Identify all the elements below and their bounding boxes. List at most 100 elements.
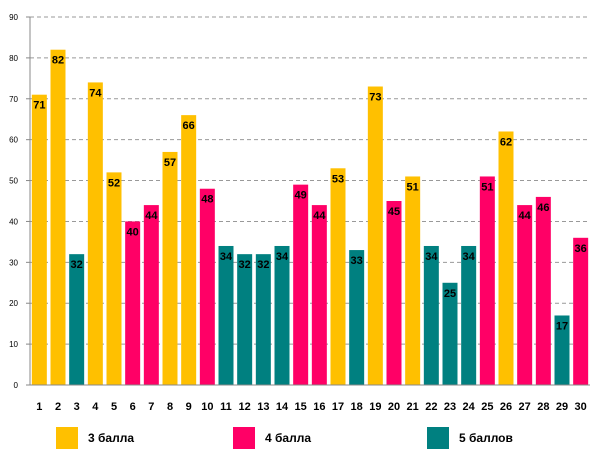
legend-label-3: 3 балла	[88, 431, 135, 445]
x-tick-label: 24	[463, 401, 476, 413]
y-tick-label: 40	[9, 217, 18, 226]
bar	[237, 254, 253, 385]
x-tick-label: 19	[369, 401, 381, 413]
y-tick-label: 0	[14, 381, 19, 390]
x-tick-label: 20	[388, 401, 400, 413]
legend-label-4: 4 балла	[265, 431, 312, 445]
bar	[274, 245, 290, 385]
data-label: 36	[575, 243, 587, 255]
x-tick-label: 3	[74, 401, 80, 413]
bar	[255, 254, 271, 385]
data-label: 17	[556, 320, 568, 332]
data-label: 32	[71, 259, 83, 271]
x-tick-label: 28	[537, 401, 549, 413]
x-tick-label: 21	[407, 401, 419, 413]
legend-item-5: 5 баллов	[427, 427, 513, 449]
bar	[461, 245, 477, 385]
bar	[349, 250, 365, 385]
bar	[311, 205, 327, 385]
bar	[367, 86, 383, 385]
x-tick-label: 16	[313, 401, 325, 413]
legend-swatch-3	[56, 427, 78, 449]
y-tick-label: 10	[9, 340, 18, 349]
legend-item-3: 3 балла	[56, 427, 134, 449]
data-label: 44	[145, 210, 158, 222]
data-label: 71	[33, 100, 45, 112]
data-label: 74	[89, 87, 102, 99]
data-label: 34	[463, 251, 476, 263]
x-tick-label: 25	[481, 401, 493, 413]
data-label: 57	[164, 157, 176, 169]
bar	[162, 151, 178, 385]
bar	[535, 196, 551, 385]
data-label: 32	[239, 259, 251, 271]
x-tick-label: 30	[575, 401, 587, 413]
data-label: 62	[500, 136, 512, 148]
bar	[87, 82, 103, 385]
bar	[517, 205, 533, 385]
y-tick-label: 50	[9, 177, 18, 186]
legend-label-5: 5 баллов	[459, 431, 513, 445]
x-tick-label: 17	[332, 401, 344, 413]
legend-swatch-5	[427, 427, 449, 449]
bar	[50, 49, 66, 385]
bar	[199, 188, 215, 385]
x-tick-label: 12	[239, 401, 251, 413]
y-tick-label: 20	[9, 299, 18, 308]
x-tick-label: 29	[556, 401, 568, 413]
data-label: 34	[276, 251, 289, 263]
data-label: 52	[108, 177, 120, 189]
x-tick-label: 8	[167, 401, 173, 413]
bar	[330, 168, 346, 385]
bar	[573, 237, 589, 385]
bar	[405, 176, 421, 385]
bar	[498, 131, 514, 385]
data-label: 73	[369, 92, 381, 104]
y-tick-label: 30	[9, 258, 18, 267]
bar	[554, 315, 570, 385]
x-tick-label: 14	[276, 401, 289, 413]
bar	[181, 115, 197, 385]
data-label: 49	[295, 190, 307, 202]
data-label: 34	[220, 251, 233, 263]
bar	[106, 172, 122, 385]
y-tick-label: 90	[9, 13, 18, 22]
data-label: 66	[183, 120, 195, 132]
x-tick-label: 2	[55, 401, 61, 413]
data-label: 44	[313, 210, 326, 222]
bar	[423, 245, 439, 385]
bar	[31, 94, 47, 385]
y-tick-label: 80	[9, 54, 18, 63]
data-label: 34	[425, 251, 438, 263]
data-label: 46	[537, 202, 549, 214]
bar	[125, 221, 141, 385]
x-tick-label: 18	[351, 401, 363, 413]
x-tick-label: 10	[201, 401, 213, 413]
data-label: 25	[444, 288, 456, 300]
x-tick-label: 7	[148, 401, 154, 413]
bar	[386, 201, 402, 385]
data-label: 33	[351, 255, 363, 267]
data-label: 82	[52, 55, 64, 67]
bar	[293, 184, 309, 385]
legend-swatch-4	[233, 427, 255, 449]
y-tick-label: 70	[9, 95, 18, 104]
bar	[479, 176, 495, 385]
y-tick-label: 60	[9, 136, 18, 145]
data-label: 51	[481, 181, 493, 193]
data-label: 40	[127, 226, 139, 238]
x-tick-label: 15	[295, 401, 307, 413]
x-tick-label: 9	[186, 401, 192, 413]
data-label: 53	[332, 173, 344, 185]
legend-item-4: 4 балла	[233, 427, 311, 449]
data-label: 32	[257, 259, 269, 271]
bar	[69, 254, 85, 385]
x-tick-label: 5	[111, 401, 117, 413]
bar	[218, 245, 234, 385]
x-tick-label: 22	[425, 401, 437, 413]
bar	[143, 205, 159, 385]
x-tick-label: 26	[500, 401, 512, 413]
data-label: 45	[388, 206, 400, 218]
x-tick-label: 27	[519, 401, 531, 413]
